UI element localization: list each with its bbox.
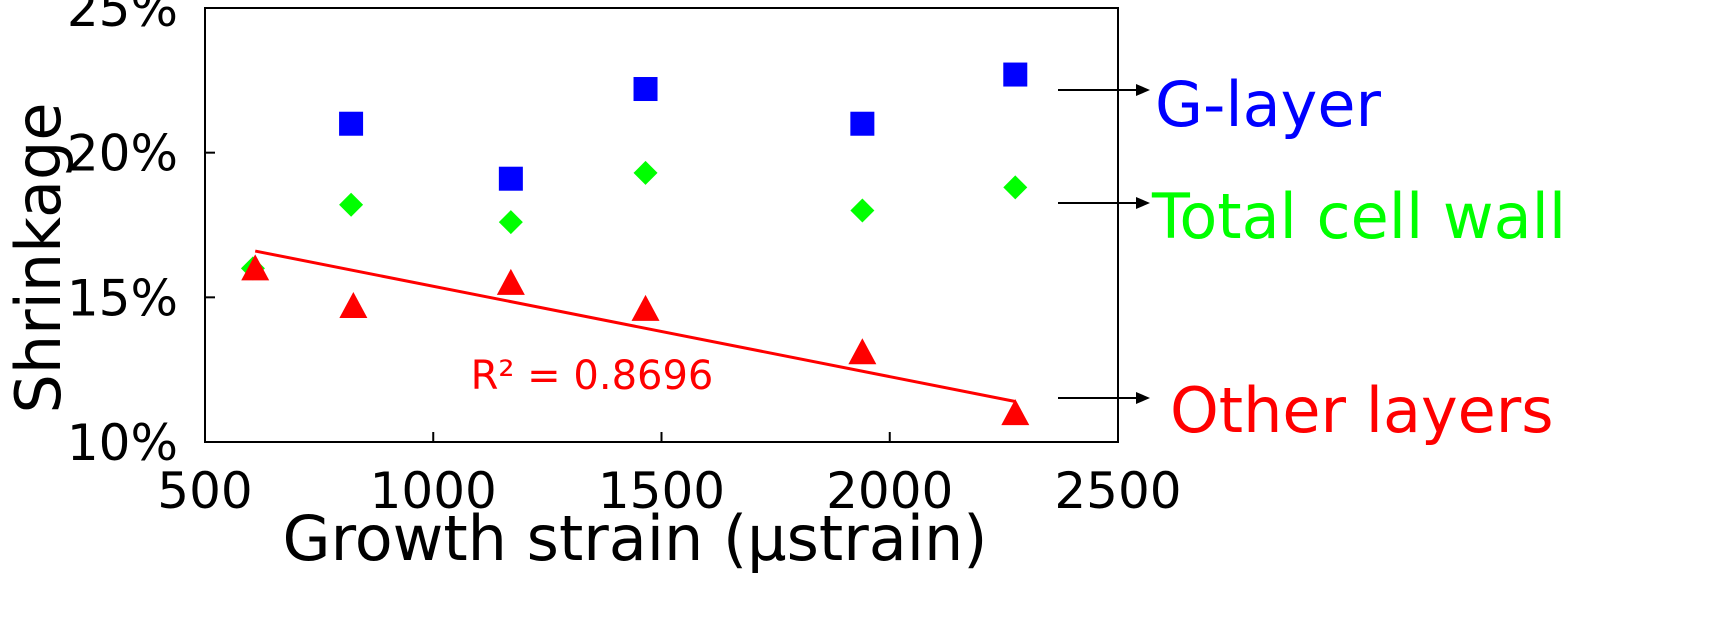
other-layers-point [339, 292, 368, 319]
legend-label-other-layers: Other layers [1170, 374, 1554, 447]
total-cell-wall-point [498, 210, 523, 235]
x-axis-title: Growth strain (µstrain) [283, 502, 988, 575]
other-layers-point [496, 268, 525, 295]
g-layer-point [1003, 62, 1028, 87]
total-cell-wall-point [633, 160, 658, 185]
legend-label-total-cell-wall: Total cell wall [1151, 180, 1566, 253]
x-tick-label: 500 [157, 462, 252, 520]
trendline-other-layers [254, 249, 1016, 403]
y-axis-ticks: 10% 15% 20% 25% [67, 0, 215, 472]
trendline-r2-label: R² = 0.8696 [471, 353, 714, 399]
g-layer-point [339, 111, 364, 136]
legend-arrowhead-other-layers [1136, 392, 1150, 404]
g-layer-point [850, 111, 875, 136]
x-tick-label: 2000 [826, 462, 953, 520]
legend-arrowhead-total-cell-wall [1136, 197, 1150, 209]
y-tick-label: 10% [67, 414, 178, 472]
data-marks [240, 62, 1030, 426]
x-tick-label: 1500 [598, 462, 725, 520]
total-cell-wall-point [1003, 175, 1028, 200]
other-layers-point [631, 294, 660, 321]
x-axis-ticks: 500 1000 1500 2000 2500 [157, 432, 1182, 520]
y-tick-label: 20% [67, 125, 178, 183]
y-tick-label: 15% [67, 269, 178, 327]
total-cell-wall-point [339, 192, 364, 217]
total-cell-wall-point [850, 198, 875, 223]
legend-label-g-layer: G-layer [1155, 68, 1381, 141]
y-tick-label: 25% [67, 0, 178, 38]
g-layer-point [498, 166, 523, 191]
x-tick-label: 2500 [1054, 462, 1181, 520]
legend-arrowhead-g-layer [1136, 84, 1150, 96]
x-tick-label: 1000 [370, 462, 497, 520]
other-layers-point [848, 338, 877, 365]
legend: G-layer Total cell wall Other layers [1058, 68, 1566, 447]
y-axis-title: Shrinkage [2, 103, 75, 414]
g-layer-point [633, 77, 658, 102]
other-layers-point [241, 254, 270, 281]
other-layers-point [1001, 399, 1030, 426]
